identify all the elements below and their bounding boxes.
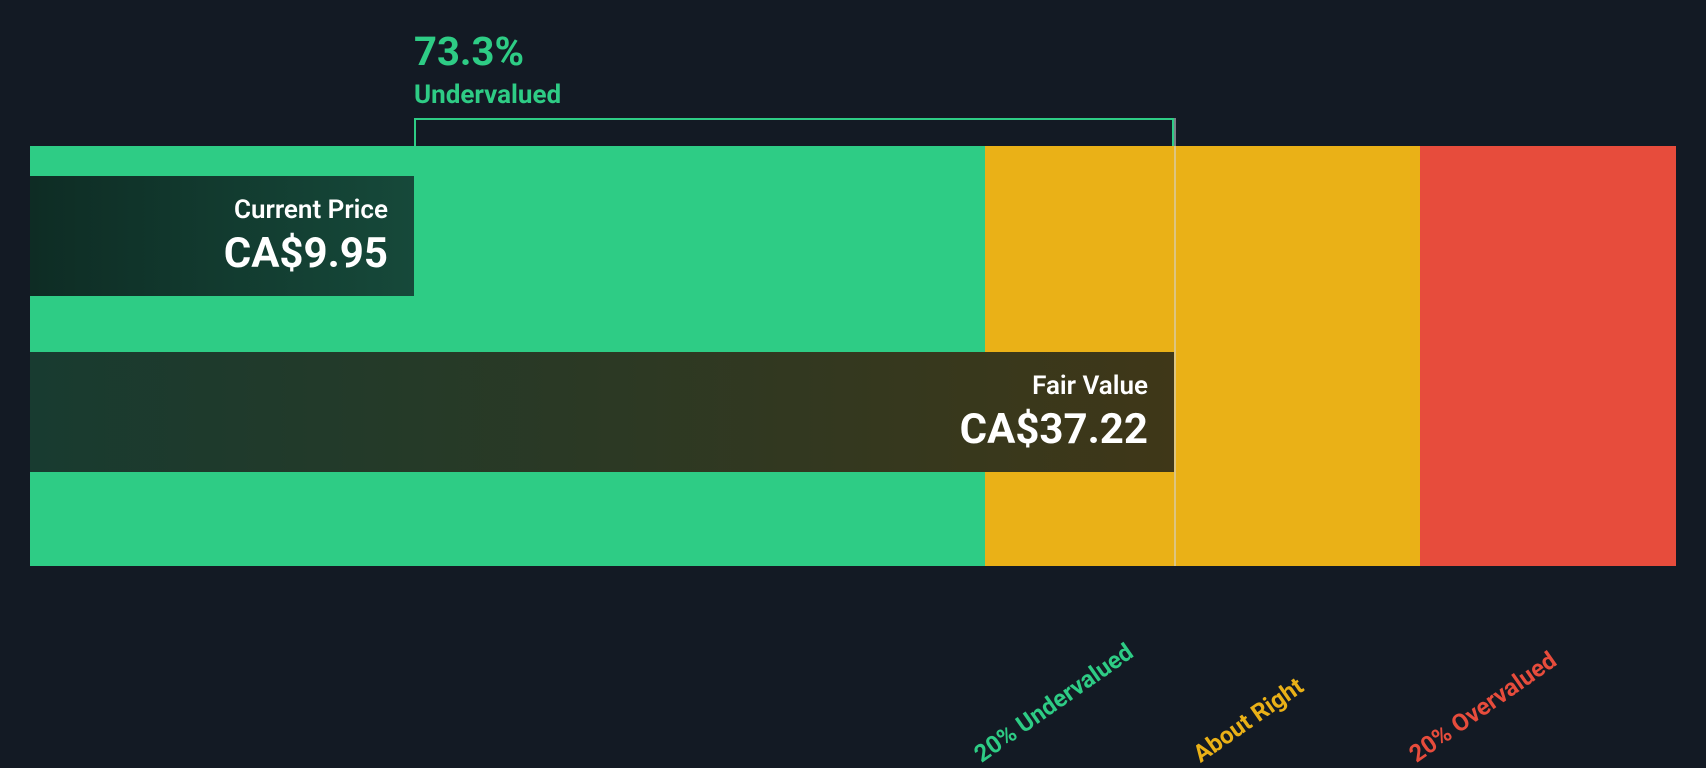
fair-value-label: Fair Value: [1032, 371, 1148, 401]
valuation-word: Undervalued: [414, 80, 561, 111]
valuation-percent: 73.3%: [414, 30, 561, 74]
current-price-bar: Current Price CA$9.95: [30, 176, 414, 296]
current-price-label: Current Price: [234, 195, 388, 225]
axis-label: About Right: [1188, 672, 1309, 768]
valuation-chart: 73.3% Undervalued Current Price CA$9.95 …: [0, 0, 1706, 760]
fair-value-bar: Fair Value CA$37.22: [30, 352, 1174, 472]
current-price-value: CA$9.95: [224, 229, 388, 278]
valuation-header: 73.3% Undervalued: [414, 30, 561, 111]
axis-label: 20% Undervalued: [969, 638, 1138, 768]
valuation-bracket: [414, 118, 1174, 146]
overvalued-zone: [1420, 146, 1676, 566]
axis-label: 20% Overvalued: [1404, 646, 1562, 768]
fair-value-marker: [1174, 118, 1176, 566]
fair-value-value: CA$37.22: [960, 405, 1148, 454]
